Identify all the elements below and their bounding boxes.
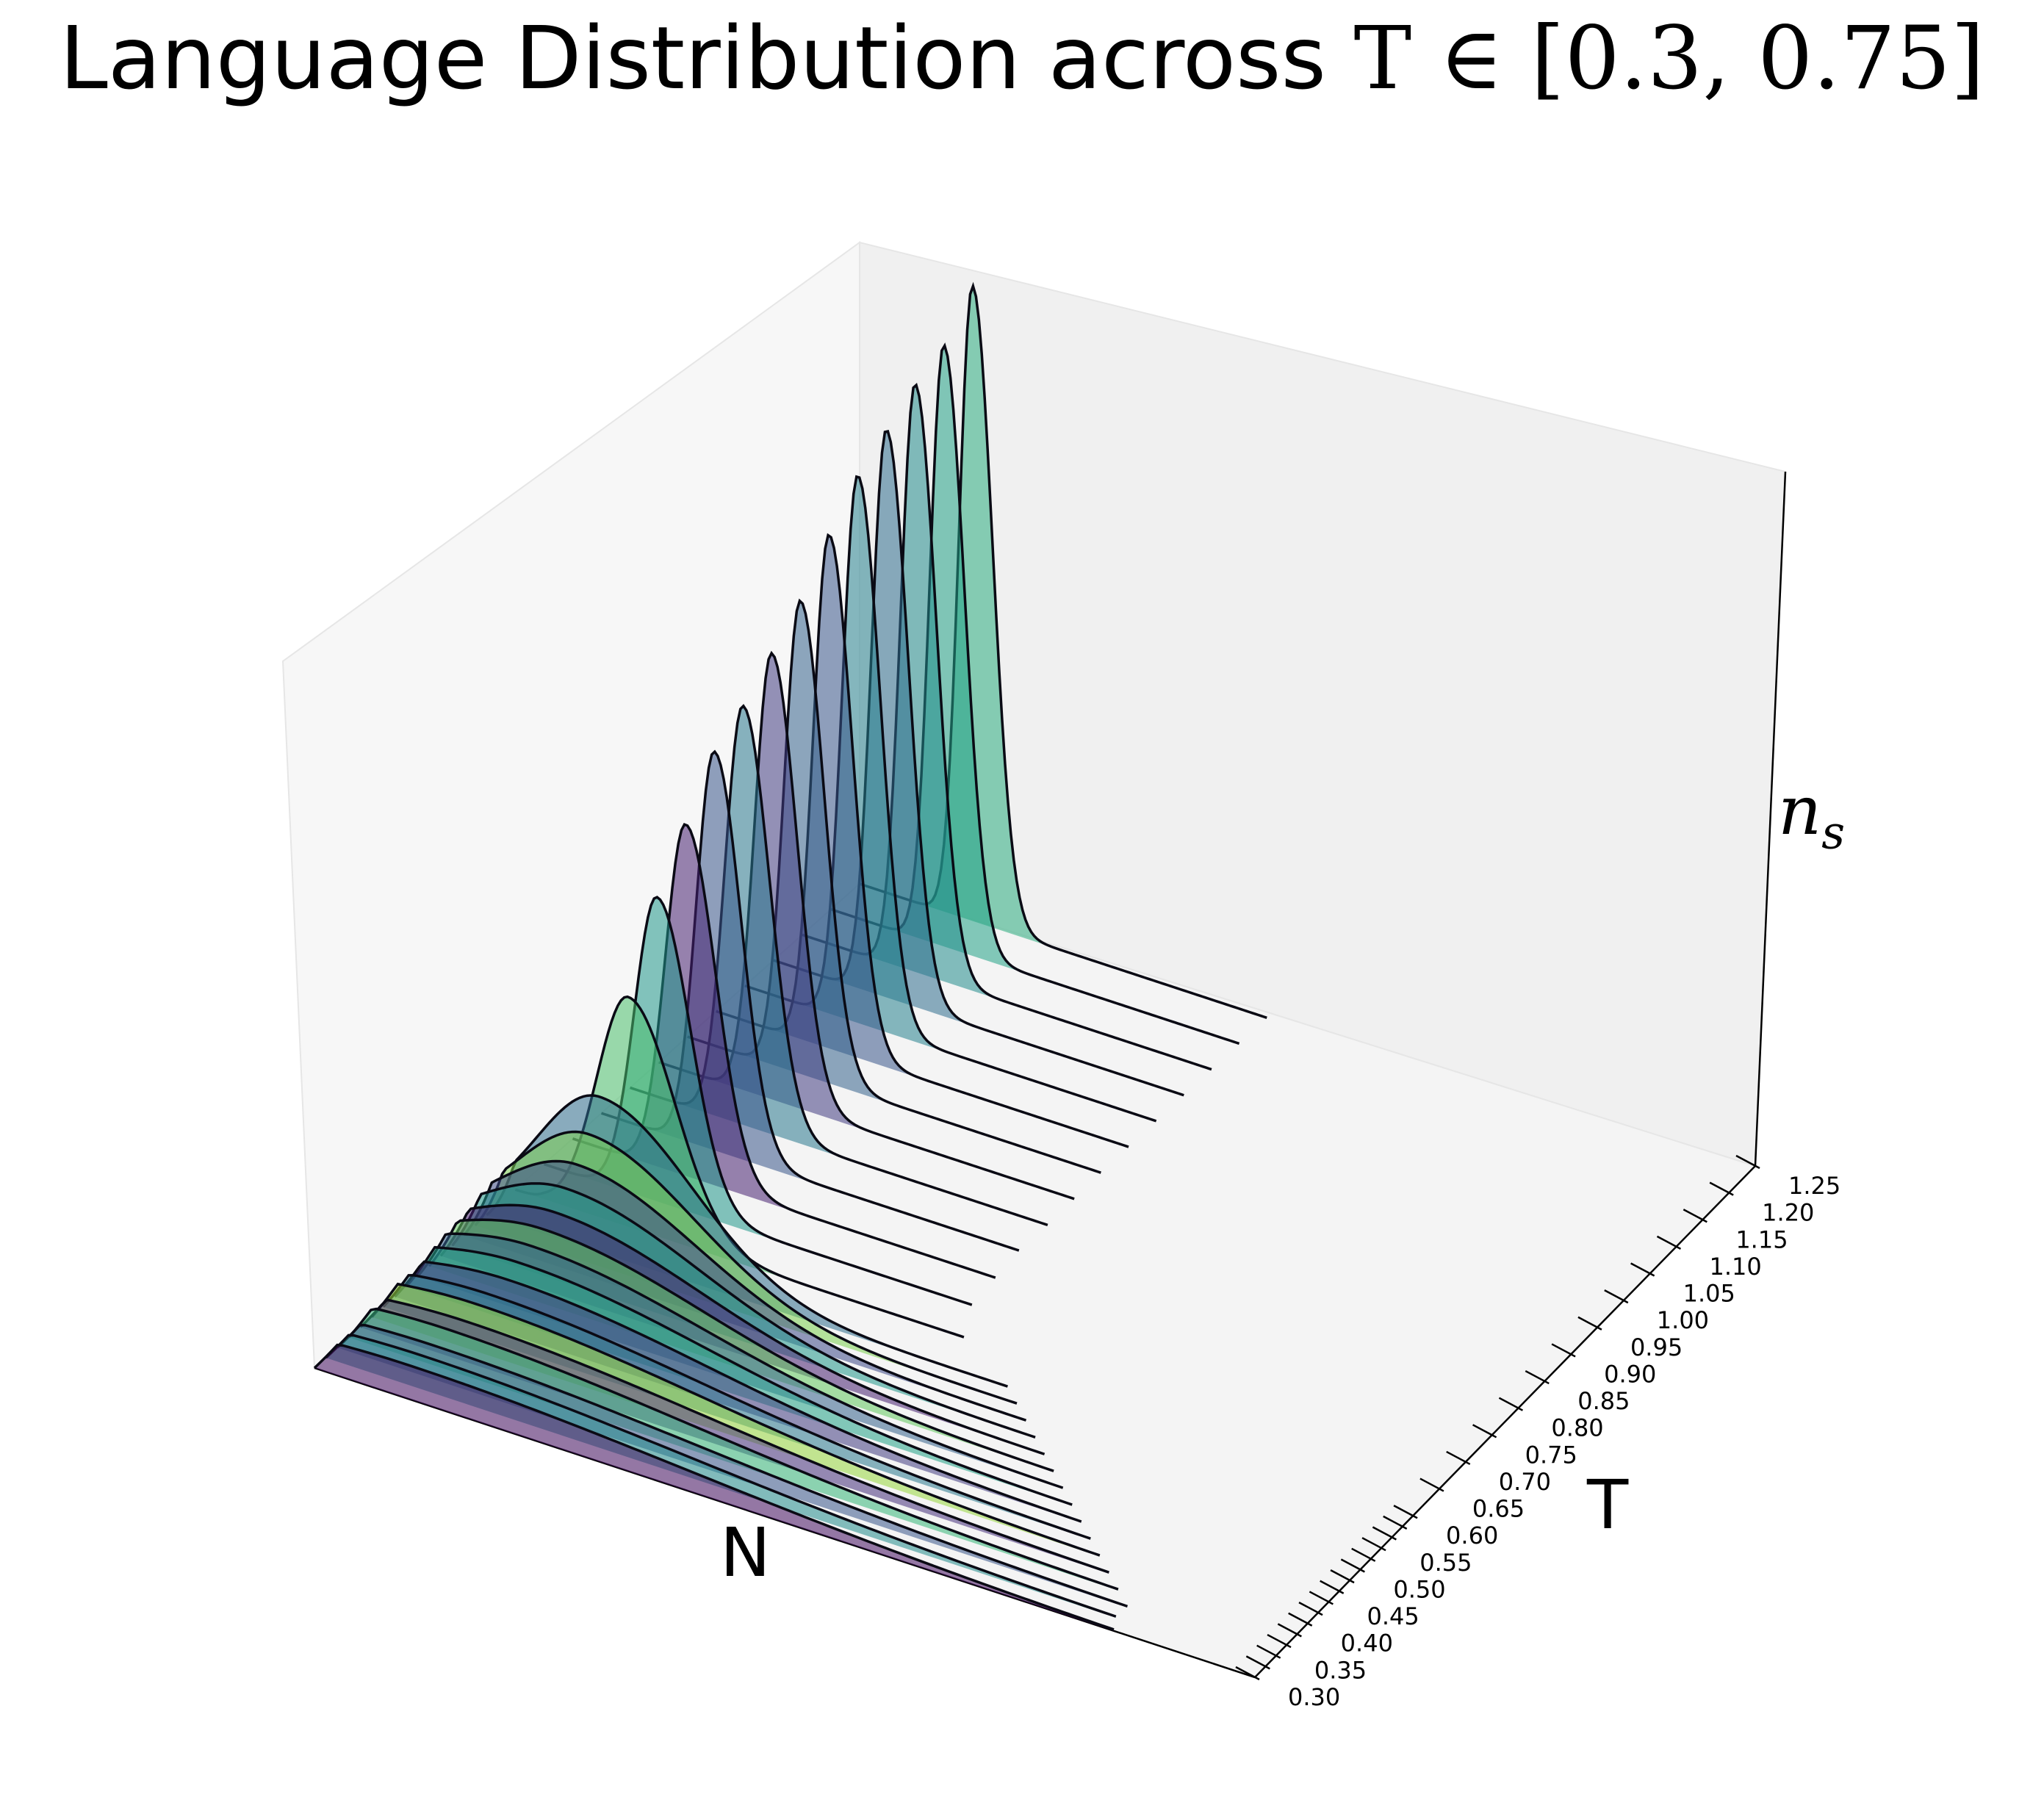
t-tick-mark <box>1372 1526 1397 1541</box>
series-line <box>325 1333 1117 1618</box>
t-tick-label: 0.40 <box>1341 1630 1393 1657</box>
t-tick-mark <box>1419 1477 1444 1492</box>
t-tick-label: 0.60 <box>1446 1522 1498 1549</box>
x-axis-label: N <box>720 1513 771 1592</box>
z-axis-label-sub: s <box>1821 805 1846 860</box>
t-tick-mark <box>1577 1316 1602 1331</box>
chart-title-math: T ∈ [0.3, 0.75] <box>1353 7 1985 109</box>
chart-title-text: Language Distribution across <box>59 7 1354 109</box>
t-tick-mark <box>1277 1623 1302 1638</box>
series-area <box>544 897 972 1306</box>
series-area <box>348 1308 1118 1591</box>
t-tick-label: 1.15 <box>1735 1225 1788 1253</box>
t-tick-mark <box>1709 1181 1734 1196</box>
series-line <box>405 1245 1073 1506</box>
series-line <box>486 1094 1008 1388</box>
series-line <box>337 1323 1129 1608</box>
t-tick-mark <box>1656 1235 1682 1250</box>
series-line <box>313 1343 1115 1631</box>
t-tick-mark <box>1256 1644 1281 1659</box>
series-line <box>439 1203 1046 1455</box>
t-tick-mark <box>1267 1633 1292 1649</box>
t-tick-mark <box>1498 1397 1524 1411</box>
t-tick-mark <box>1320 1580 1345 1594</box>
t-tick-label: 1.10 <box>1709 1253 1761 1281</box>
t-tick-mark <box>1393 1505 1418 1519</box>
t-tick-label: 1.05 <box>1683 1280 1735 1308</box>
t-tick-label: 0.80 <box>1551 1414 1603 1442</box>
t-tick-mark <box>1245 1655 1270 1670</box>
chart-title: Language Distribution across T ∈ [0.3, 0… <box>0 7 2044 109</box>
series-line <box>370 1282 1101 1557</box>
series-line <box>451 1182 1036 1439</box>
t-tick-label: 0.65 <box>1472 1495 1525 1523</box>
t-tick-mark <box>1340 1558 1365 1573</box>
series-line <box>428 1218 1054 1472</box>
series-line <box>382 1274 1091 1540</box>
t-tick-mark <box>1330 1569 1355 1584</box>
t-tick-mark <box>1383 1515 1408 1530</box>
t-tick-label: 1.20 <box>1762 1199 1814 1227</box>
t-tick-label: 1.25 <box>1788 1172 1840 1200</box>
t-tick-mark <box>1472 1424 1497 1439</box>
t-tick-mark <box>1735 1154 1760 1170</box>
series-group <box>313 281 1267 1631</box>
series-line <box>394 1260 1082 1523</box>
t-tick-label: 0.55 <box>1419 1549 1472 1577</box>
t-tick-mark <box>1525 1369 1550 1385</box>
ns-axis-line <box>1754 471 1787 1167</box>
t-tick-mark <box>1630 1262 1655 1277</box>
series-area <box>515 996 964 1338</box>
t-tick-label: 0.50 <box>1393 1575 1445 1603</box>
series-line <box>474 1130 1018 1405</box>
t-tick-mark <box>1361 1537 1386 1552</box>
t-axis-ticks: 0.300.350.400.450.500.550.600.650.700.75… <box>1235 1154 1840 1711</box>
t-tick-label: 0.35 <box>1314 1656 1367 1684</box>
y-axis-label: T <box>1587 1466 1629 1544</box>
series-line <box>359 1298 1109 1574</box>
z-axis-label-base: n <box>1778 771 1822 850</box>
t-tick-mark <box>1351 1547 1376 1562</box>
t-tick-label: 0.95 <box>1630 1333 1683 1361</box>
t-tick-mark <box>1235 1666 1260 1681</box>
t-tick-mark <box>1298 1601 1323 1616</box>
t-tick-mark <box>1683 1209 1707 1223</box>
t-tick-mark <box>1604 1289 1629 1304</box>
t-tick-label: 0.30 <box>1288 1683 1340 1711</box>
t-tick-mark <box>1446 1450 1471 1466</box>
t-tick-mark <box>1288 1612 1313 1627</box>
t-tick-mark <box>1309 1591 1334 1605</box>
series-line <box>417 1232 1064 1489</box>
t-axis-line <box>1254 1165 1756 1678</box>
t-tick-label: 0.85 <box>1577 1387 1630 1415</box>
t-tick-label: 0.45 <box>1367 1602 1419 1630</box>
t-tick-label: 0.70 <box>1499 1468 1551 1496</box>
series-line <box>348 1307 1119 1591</box>
t-tick-label: 1.00 <box>1657 1306 1709 1334</box>
t-tick-label: 0.75 <box>1525 1441 1577 1469</box>
series-line <box>462 1159 1027 1422</box>
z-axis-label: ns <box>1778 771 1845 859</box>
t-tick-label: 0.90 <box>1604 1360 1656 1388</box>
t-tick-mark <box>1551 1343 1576 1358</box>
